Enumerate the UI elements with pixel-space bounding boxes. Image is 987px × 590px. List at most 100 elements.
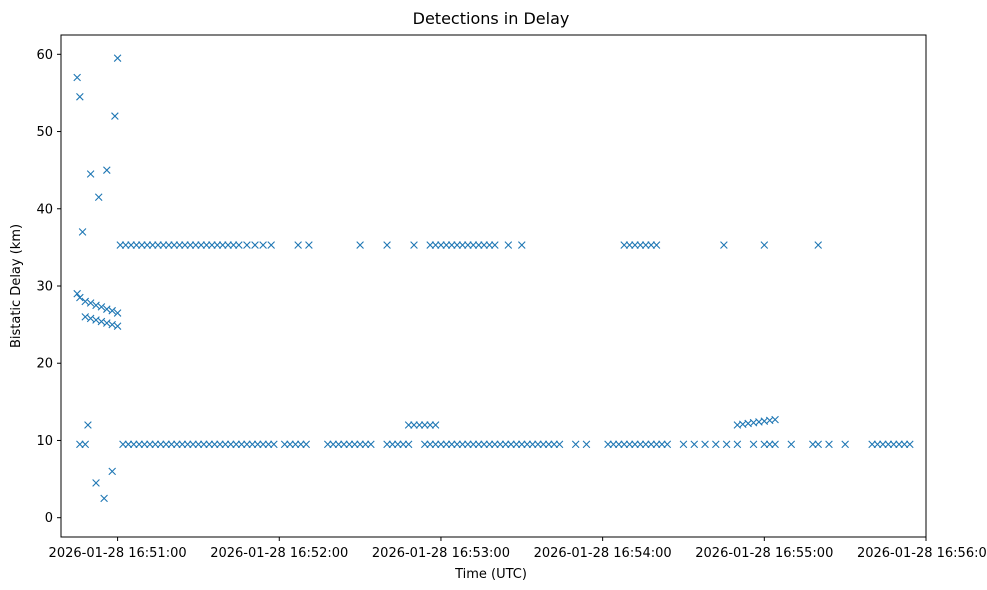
data-point [175,241,184,249]
data-point [404,440,413,449]
data-point [81,313,90,321]
data-point [787,440,796,449]
chart-title: Detections in Delay [413,9,570,28]
data-point [420,421,429,429]
data-point [189,440,197,449]
data-point [243,241,251,249]
data-point [528,440,537,449]
data-point [437,440,445,449]
y-tick-label: 60 [36,48,53,63]
data-point [367,440,375,449]
data-point [216,440,224,449]
data-point [550,440,558,449]
data-point [485,241,494,249]
data-point [197,241,205,249]
data-point [127,241,135,249]
data-point [879,440,887,449]
data-point [81,440,90,449]
x-tick-label: 2026-01-28 16:51:00 [49,546,187,561]
data-point [113,322,122,330]
data-point [464,440,472,449]
data-point [426,440,434,449]
data-point [92,479,100,487]
data-point [615,440,623,449]
data-point [679,440,688,449]
data-point [652,241,661,249]
x-tick-label: 2026-01-28 16:53:00 [372,546,510,561]
data-point [103,305,111,313]
data-point [73,289,81,298]
data-point [604,440,612,449]
data-point [544,440,553,449]
y-tick-label: 30 [36,280,53,295]
data-point [224,241,232,249]
data-point [431,241,440,249]
data-point [159,241,168,249]
data-point [518,241,526,249]
data-point [76,293,84,302]
data-point [129,440,138,449]
data-point [464,241,472,249]
y-tick-label: 40 [36,202,53,217]
data-point [146,440,154,449]
data-point [103,166,111,174]
data-point [84,421,92,429]
data-point [690,440,699,449]
x-tick-label: 2026-01-28 16:55:00 [695,546,833,561]
data-point [286,440,294,449]
data-point [361,440,370,449]
data-point [116,241,125,249]
x-tick-label: 2026-01-28 16:52:00 [210,546,348,561]
y-tick-label: 20 [36,357,53,372]
data-point [431,421,440,429]
data-point [267,241,275,249]
y-tick-label: 10 [36,434,53,449]
data-point [251,241,259,249]
data-point [485,440,494,449]
data-point [480,241,488,249]
data-point [92,301,100,310]
data-point [480,440,488,449]
data-point [200,440,208,449]
data-point [641,241,650,249]
data-point [350,440,359,449]
data-point [442,440,451,449]
data-point [426,241,434,249]
data-point [631,241,639,249]
data-point [294,241,302,249]
data-point [208,241,216,249]
data-point [100,494,108,503]
data-point [154,241,162,249]
data-point [458,440,467,449]
data-point [97,303,106,311]
data-point [297,440,305,449]
data-point [248,440,257,449]
data-point [305,241,313,249]
data-point [620,241,628,249]
data-point [235,241,243,249]
data-point [270,440,278,449]
data-point [906,440,914,449]
data-point [334,440,343,449]
data-point [625,440,634,449]
data-point [733,440,742,449]
data-point [167,440,176,449]
data-point [94,193,103,201]
data-point [555,440,564,449]
data-point [205,440,213,449]
data-point [458,241,467,249]
data-point [151,440,160,449]
data-point [108,467,116,476]
data-point [771,415,779,424]
data-point [108,306,116,315]
data-point [410,421,418,429]
data-point [76,440,84,449]
data-point [329,440,337,449]
data-point [410,241,418,249]
data-point [474,241,483,249]
data-point [701,440,709,449]
data-point [518,440,526,449]
data-point [121,241,130,249]
data-point [78,228,87,236]
y-tick-label: 50 [36,125,53,140]
